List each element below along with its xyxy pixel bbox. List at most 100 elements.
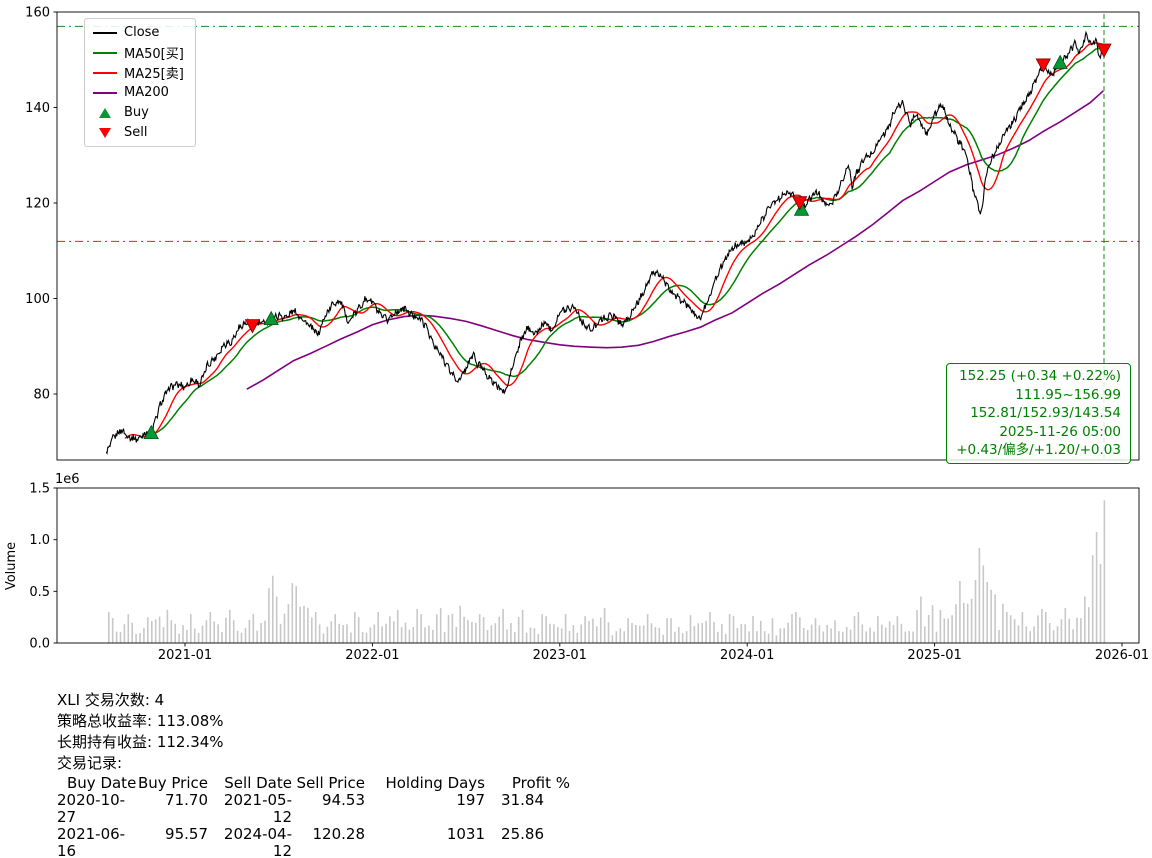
volume-bar (865, 631, 867, 643)
volume-bar (346, 624, 348, 643)
trade-cell: 25.86 (501, 825, 544, 843)
trade-row: 2020-10-27 71.70 2021-05-12 94.53 197 31.84 (57, 792, 570, 826)
trade-header-cell: Profit % (511, 774, 570, 792)
volume-bar (931, 605, 934, 643)
volume-bar (564, 614, 567, 643)
volume-bar (615, 631, 618, 643)
volume-bar (225, 617, 227, 643)
volume-bar (802, 628, 805, 643)
strategy-return-line: 策略总收益率: 113.08% (57, 712, 224, 730)
volume-bar (533, 628, 536, 643)
volume-bar (814, 618, 817, 643)
trade-cell: 95.57 (165, 825, 208, 843)
volume-bar (447, 615, 450, 643)
quote-annotation-box: 152.25 (+0.34 +0.22%) 111.95~156.99 152.81… (946, 363, 1131, 464)
volume-bar (537, 634, 540, 643)
volume-bar (1072, 629, 1074, 643)
trade-log-heading: 交易记录: (57, 754, 123, 772)
volume-bar (283, 613, 286, 643)
volume-bar (170, 620, 173, 643)
volume-bar (178, 633, 180, 643)
volume-bar (295, 586, 297, 643)
volume-bar (685, 631, 688, 643)
volume-bar (529, 627, 532, 643)
volume-bar (158, 616, 161, 643)
volume-bar (1091, 555, 1094, 643)
volume-bar (236, 630, 239, 643)
volume-bar (389, 616, 391, 643)
volume-bar (357, 617, 360, 643)
volume-bar (545, 616, 547, 643)
volume-bar (873, 631, 875, 643)
volume-bar (287, 604, 290, 643)
legend-line-swatch (93, 91, 117, 94)
volume-bar (412, 627, 415, 643)
volume-bar (393, 621, 395, 643)
volume-bar (307, 607, 309, 643)
volume-tick-label: 1.5 (29, 482, 50, 497)
volume-bar (607, 622, 610, 643)
volume-bar (490, 625, 493, 643)
volume-bar (162, 627, 165, 643)
volume-bar (190, 614, 192, 643)
volume-bar (154, 619, 157, 643)
volume-bar (275, 596, 278, 643)
volume-bar (244, 627, 247, 643)
volume-bar (139, 633, 141, 643)
volume-bar (818, 625, 821, 643)
volume-bar (748, 631, 750, 643)
volume-bar (1021, 612, 1024, 643)
volume-bar (916, 609, 918, 643)
x-tick-label: 2025-01 (907, 648, 961, 663)
volume-bar (678, 627, 680, 643)
volume-bar (666, 618, 668, 643)
volume-bar (510, 623, 512, 643)
volume-bar (197, 632, 200, 643)
volume-bar (205, 620, 208, 643)
volume-tick-label: 0.0 (29, 637, 50, 652)
trade-header-cell: Sell Price (296, 774, 365, 792)
volume-bar (365, 632, 368, 643)
volume-bar (432, 629, 434, 643)
volume-bar (881, 624, 883, 643)
volume-bar (592, 618, 594, 643)
volume-bar (810, 624, 813, 643)
volume-bar (111, 618, 114, 643)
volume-bar (135, 634, 137, 643)
annotation-line-4: +0.43/偏多/+1.20/+0.03 (956, 442, 1121, 458)
volume-bar (311, 617, 313, 643)
volume-bar (627, 618, 629, 643)
x-tick-label: 2021-01 (158, 648, 212, 663)
volume-bar (115, 631, 118, 643)
volume-bar (217, 624, 219, 643)
volume-bar (221, 632, 223, 643)
volume-bar (420, 614, 422, 643)
legend: Close MA50[买] MA25[卖] MA200 Buy Sell (84, 18, 196, 147)
volume-bar (424, 627, 426, 643)
legend-label: MA200 (124, 85, 169, 100)
volume-bar (549, 623, 551, 643)
volume-bar (1099, 563, 1102, 643)
volume-bar (568, 630, 571, 643)
legend-item-ma25-: MA25[卖] (93, 64, 184, 82)
volume-bar (717, 631, 719, 643)
volume-bar (713, 622, 715, 643)
volume-bar (256, 630, 258, 643)
volume-bar (822, 631, 825, 643)
x-tick-label: 2024-01 (720, 648, 774, 663)
volume-bar (662, 634, 664, 643)
volume-bar (912, 631, 914, 643)
volume-bar (478, 614, 481, 643)
price-tick-label: 100 (25, 292, 50, 307)
volume-bar (338, 623, 340, 643)
ma25-line (124, 42, 1104, 439)
volume-bar (377, 612, 379, 643)
volume-bar (252, 614, 255, 643)
volume-bar (330, 621, 333, 643)
volume-bar (1033, 626, 1035, 643)
volume-bar (861, 624, 864, 643)
volume-bar (525, 632, 528, 643)
volume-bar (990, 589, 992, 643)
legend-label: Sell (124, 125, 148, 140)
volume-bar (428, 625, 430, 643)
